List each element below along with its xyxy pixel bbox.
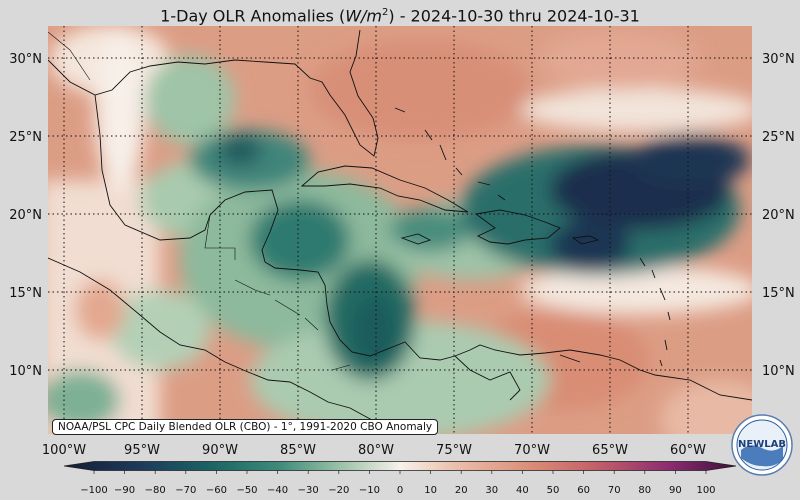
lat-label-right-15: 15°N <box>762 286 795 301</box>
yucatan <box>209 189 279 263</box>
coastlines <box>48 29 752 433</box>
central-america-caribbean <box>264 261 752 401</box>
colorbar-tick-label: 20 <box>455 485 468 496</box>
colorbar-tick-label: 30 <box>485 485 498 496</box>
lat-label-right-30: 30°N <box>762 52 795 67</box>
lon-label-85: 85°W <box>280 443 316 458</box>
source-note: NOAA/PSL CPC Daily Blended OLR (CBO) - 1… <box>52 419 439 435</box>
map-title: 1-Day OLR Anomalies (W/m2) - 2024-10-30 … <box>160 6 640 26</box>
pacific-coast <box>48 257 396 433</box>
gulf-coast <box>48 29 379 157</box>
colorbar-tick-label: −90 <box>114 485 135 496</box>
colorbar-tick-label: 0 <box>397 485 403 496</box>
lon-label-95: 95°W <box>124 443 160 458</box>
colorbar-tick-label: 10 <box>424 485 437 496</box>
lon-label-90: 90°W <box>202 443 238 458</box>
colorbar-tick-label: −50 <box>236 485 257 496</box>
lon-label-60: 60°W <box>670 443 706 458</box>
lat-label-left-25: 25°N <box>9 130 42 145</box>
gridlines <box>48 26 752 434</box>
colorbar-tick-label: 80 <box>638 485 651 496</box>
lon-labels: 100°W 95°W 90°W 85°W 80°W 75°W 70°W 65°W… <box>42 443 706 458</box>
colorbar-tick-label: 70 <box>608 485 621 496</box>
colorbar-tick-label: −100 <box>80 485 107 496</box>
bahamas <box>394 107 506 201</box>
lon-label-80: 80°W <box>358 443 394 458</box>
us-mexico-border <box>48 31 91 81</box>
colorbar-tick-label: −40 <box>267 485 288 496</box>
lat-label-left-30: 30°N <box>9 52 42 67</box>
colorbar-tick-label: −60 <box>206 485 227 496</box>
colorbar-tick-label: 90 <box>669 485 682 496</box>
lat-label-right-10: 10°N <box>762 364 795 379</box>
colorbar-tick-label: −80 <box>145 485 166 496</box>
puerto-rico <box>571 235 600 245</box>
lon-label-100: 100°W <box>42 443 86 458</box>
colorbar-tick-label: −20 <box>328 485 349 496</box>
colorbar-tick-label: −10 <box>359 485 380 496</box>
lat-label-left-10: 10°N <box>9 364 42 379</box>
colorbar-tick-label: 100 <box>696 485 715 496</box>
colorbar-tick-label: −30 <box>298 485 319 496</box>
colorbar-ticks <box>93 470 707 474</box>
lat-label-right-20: 20°N <box>762 208 795 223</box>
jamaica <box>400 233 432 245</box>
lesser-antilles <box>639 257 671 367</box>
colorbar-labels: −100 −90 −80 −70 −60 −50 −40 −30 −20 −10 0 10 20 30 40… <box>80 485 715 496</box>
colorbar-tick-label: 40 <box>516 485 529 496</box>
lat-label-left-15: 15°N <box>9 286 42 301</box>
lon-label-65: 65°W <box>592 443 628 458</box>
south-america-coast <box>454 354 581 401</box>
lat-labels-right: 30°N 25°N 20°N 15°N 10°N <box>762 52 795 379</box>
colorbar-tick-label: 60 <box>577 485 590 496</box>
mexico-east-coast <box>94 94 211 241</box>
lat-label-right-25: 25°N <box>762 130 795 145</box>
lat-labels-left: 30°N 25°N 20°N 15°N 10°N <box>9 52 42 379</box>
colorbar-tick-label: 50 <box>547 485 560 496</box>
lat-label-left-20: 20°N <box>9 208 42 223</box>
lon-label-75: 75°W <box>436 443 472 458</box>
cuba <box>300 165 469 213</box>
logo-text: NEWLAB <box>738 439 786 450</box>
lon-label-70: 70°W <box>514 443 550 458</box>
anomaly-field <box>48 26 752 434</box>
colorbar-bar <box>63 461 737 471</box>
colorbar-tick-label: −70 <box>175 485 196 496</box>
noaa-newlab-logo: NEWLAB <box>731 414 793 476</box>
colorbar: −100 −90 −80 −70 −60 −50 −40 −30 −20 −10 0 10 20 30 40… <box>63 461 737 496</box>
